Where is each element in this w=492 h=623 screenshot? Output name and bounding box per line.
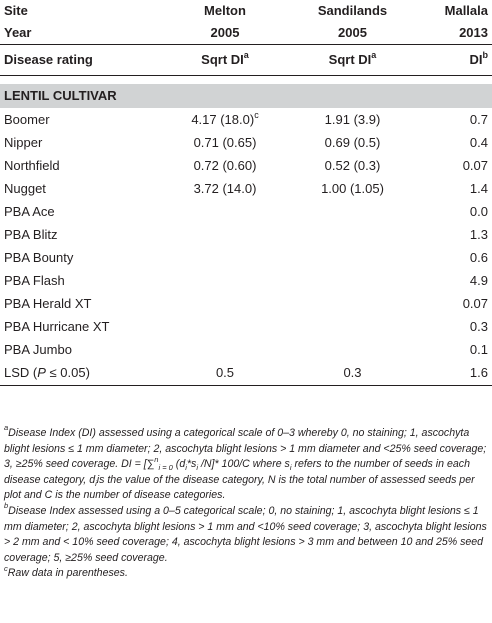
- sandilands-cell: 0.52 (0.3): [324, 158, 381, 173]
- melton-cell: [165, 200, 285, 223]
- table-row: PBA Herald XT 0.07: [0, 292, 492, 315]
- rating-header-row: Disease rating Sqrt DIa Sqrt DIa DIb: [0, 44, 492, 76]
- mallala-cell: 0.4: [469, 135, 488, 150]
- sandilands-cell: [285, 292, 420, 315]
- cultivar-cell: Northfield: [4, 158, 60, 173]
- sandilands-cell: [285, 223, 420, 246]
- table-row: PBA Blitz 1.3: [0, 223, 492, 246]
- section-title: LENTIL CULTIVAR: [0, 84, 492, 108]
- melton-cell: 0.72 (0.60): [193, 158, 257, 173]
- year-label: Year: [4, 25, 32, 40]
- mallala-cell: 1.3: [469, 227, 488, 242]
- sandilands-cell: [285, 200, 420, 223]
- mallala-cell: 0.7: [469, 112, 488, 127]
- cultivar-cell: Nugget: [4, 181, 46, 196]
- rating-mallala: DIb: [420, 44, 492, 76]
- sandilands-cell: 0.69 (0.5): [324, 135, 381, 150]
- disease-table: Site Melton Sandilands Mallala Year 2005…: [0, 0, 492, 386]
- sandilands-cell: [285, 338, 420, 361]
- cultivar-cell: PBA Jumbo: [4, 342, 72, 357]
- lsd-melton: 0.5: [215, 365, 235, 380]
- melton-cell: 3.72 (14.0): [193, 181, 257, 196]
- table-row: Northfield 0.72 (0.60) 0.52 (0.3) 0.07: [0, 154, 492, 177]
- table-row: PBA Jumbo 0.1: [0, 338, 492, 361]
- mallala-cell: 0.07: [462, 296, 488, 311]
- sandilands-cell: [285, 246, 420, 269]
- cultivar-cell: PBA Ace: [4, 204, 55, 219]
- footnote-a: aDisease Index (DI) assessed using a cat…: [4, 423, 487, 502]
- site-melton: Melton: [204, 3, 246, 18]
- footnote-b: bDisease Index assessed using a 0–5 cate…: [4, 501, 487, 564]
- cultivar-cell: PBA Herald XT: [4, 296, 92, 311]
- cultivar-cell: PBA Blitz: [4, 227, 58, 242]
- mallala-cell: 0.07: [462, 158, 488, 173]
- lsd-label: LSD (P ≤ 0.05): [4, 365, 90, 380]
- melton-cell: [165, 269, 285, 292]
- melton-cell: [165, 246, 285, 269]
- year-melton: 2005: [210, 25, 240, 40]
- sandilands-cell: [285, 315, 420, 338]
- melton-cell: [165, 315, 285, 338]
- year-mallala: 2013: [459, 25, 488, 40]
- rating-melton: Sqrt DIa: [165, 44, 285, 76]
- table-row: Nipper 0.71 (0.65) 0.69 (0.5) 0.4: [0, 131, 492, 154]
- footnotes: aDisease Index (DI) assessed using a cat…: [4, 423, 490, 582]
- table-row: PBA Flash 4.9: [0, 269, 492, 292]
- cultivar-cell: Boomer: [4, 112, 50, 127]
- cultivar-cell: Nipper: [4, 135, 43, 150]
- table-row: Boomer 4.17 (18.0)c 1.91 (3.9) 0.7: [0, 108, 492, 131]
- rating-label: Disease rating: [0, 44, 165, 76]
- site-label: Site: [4, 3, 28, 18]
- lsd-row: LSD (P ≤ 0.05) 0.5 0.3 1.6: [0, 361, 492, 384]
- table-row: Nugget 3.72 (14.0) 1.00 (1.05) 1.4: [0, 177, 492, 200]
- sandilands-cell: [285, 269, 420, 292]
- footnote-c: cRaw data in parentheses.: [4, 563, 128, 580]
- year-sandilands: 2005: [338, 25, 367, 40]
- melton-cell: [165, 223, 285, 246]
- mallala-cell: 1.4: [469, 181, 488, 196]
- melton-cell: 4.17 (18.0)c: [191, 109, 259, 127]
- year-header-row: Year 2005 2005 2013: [0, 22, 492, 45]
- table-row: PBA Hurricane XT 0.3: [0, 315, 492, 338]
- rating-sandilands: Sqrt DIa: [285, 44, 420, 76]
- mallala-cell: 4.9: [469, 273, 488, 288]
- sandilands-cell: 1.00 (1.05): [321, 181, 384, 196]
- mallala-cell: 0.6: [469, 250, 488, 265]
- melton-cell: [165, 292, 285, 315]
- sandilands-cell: 1.91 (3.9): [324, 112, 381, 127]
- lsd-sandilands: 0.3: [343, 365, 362, 380]
- lsd-mallala: 1.6: [469, 365, 488, 380]
- table-row: PBA Bounty 0.6: [0, 246, 492, 269]
- section-header: LENTIL CULTIVAR: [0, 84, 492, 108]
- melton-cell: 0.71 (0.65): [193, 135, 257, 150]
- mallala-cell: 0.3: [469, 319, 488, 334]
- site-header-row: Site Melton Sandilands Mallala: [0, 0, 492, 22]
- table-row: PBA Ace 0.0: [0, 200, 492, 223]
- mallala-cell: 0.1: [469, 342, 488, 357]
- site-mallala: Mallala: [444, 3, 488, 18]
- cultivar-cell: PBA Hurricane XT: [4, 319, 110, 334]
- cultivar-cell: PBA Flash: [4, 273, 65, 288]
- cultivar-cell: PBA Bounty: [4, 250, 74, 265]
- mallala-cell: 0.0: [469, 204, 488, 219]
- site-sandilands: Sandilands: [317, 3, 388, 18]
- melton-cell: [165, 338, 285, 361]
